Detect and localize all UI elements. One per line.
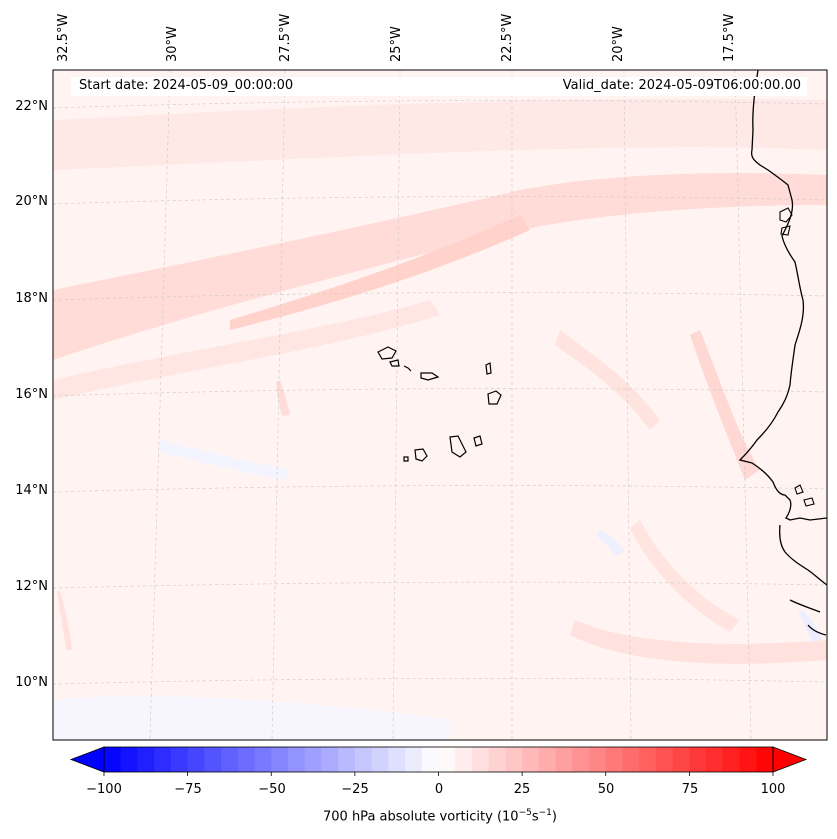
colorbar-segment (204, 747, 222, 772)
lon-label-20w: 20°W (611, 26, 626, 62)
lon-label-30w: 30°W (165, 26, 180, 62)
colorbar-segment (538, 747, 557, 772)
colorbar-segment (622, 747, 640, 772)
colorbar-max-extension (772, 746, 808, 773)
lat-label-10n: 10°N (15, 675, 48, 690)
colorbar-segment (639, 747, 657, 772)
colorbar-segment (154, 747, 172, 772)
lat-label-14n: 14°N (15, 483, 48, 498)
map-frame (52, 69, 828, 741)
colorbar-segment (170, 747, 189, 772)
lon-label-17-5w: 17.5°W (722, 13, 737, 62)
cape-verde-islands (377, 346, 502, 462)
colorbar-segment (338, 747, 356, 772)
lon-label-22-5w: 22.5°W (500, 13, 515, 62)
colorbar-segment (221, 747, 239, 772)
colorbar-segment (756, 747, 774, 772)
colorbar-segment (438, 747, 456, 772)
colorbar-segment (488, 747, 506, 772)
lat-label-20n: 20°N (15, 194, 48, 209)
valid-date-label: Valid_date: 2024-05-09T06:00:00.00 (562, 78, 801, 93)
africa-coastline (738, 70, 827, 521)
colorbar-tick-label: 75 (681, 782, 699, 797)
lon-label-25w: 25°W (389, 26, 404, 62)
colorbar-segment (405, 747, 423, 772)
colorbar-segment (271, 747, 289, 772)
colorbar-segment (254, 747, 272, 772)
map-panel (53, 70, 827, 740)
colorbar-segment (522, 747, 540, 772)
colorbar-label: 700 hPa absolute vorticity (10−5s−1) (323, 808, 557, 825)
africa-coastline-south (779, 524, 827, 636)
colorbar-segment (304, 747, 322, 772)
colorbar-segment (237, 747, 256, 772)
colorbar-tick-label: −25 (341, 782, 369, 797)
colorbar-segment (722, 747, 741, 772)
vorticity-field (53, 70, 827, 740)
colorbar-tick-label: 100 (760, 782, 786, 797)
colorbar-tick-label: 25 (513, 782, 531, 797)
colorbar-segment (354, 747, 373, 772)
colorbar-segment (605, 747, 623, 772)
colorbar-segment (589, 747, 607, 772)
colorbar-segment (388, 747, 406, 772)
colorbar (69, 746, 808, 776)
colorbar-segment (555, 747, 573, 772)
colorbar-segment (672, 747, 690, 772)
colorbar-segment (655, 747, 674, 772)
colorbar-segment (739, 747, 757, 772)
vorticity-contours (53, 99, 827, 740)
start-date-label: Start date: 2024-05-09_00:00:00 (79, 78, 294, 93)
colorbar-tick-label: −100 (86, 782, 122, 797)
colorbar-segment (689, 747, 707, 772)
colorbar-segment (321, 747, 339, 772)
colorbar-segment (120, 747, 138, 772)
lat-label-12n: 12°N (15, 579, 48, 594)
colorbar-segment (455, 747, 473, 772)
lon-label-32-5w: 32.5°W (56, 13, 71, 62)
colorbar-segment (287, 747, 306, 772)
lat-label-18n: 18°N (15, 291, 48, 306)
colorbar-min-extension (69, 746, 105, 773)
lat-label-16n: 16°N (15, 387, 48, 402)
colorbar-segment (706, 747, 724, 772)
colorbar-segment (104, 747, 122, 772)
colorbar-segment (505, 747, 523, 772)
colorbar-tick-label: −75 (174, 782, 202, 797)
lat-label-22n: 22°N (15, 99, 48, 114)
colorbar-segment (187, 747, 205, 772)
colorbar-segment (137, 747, 155, 772)
colorbar-segment (421, 747, 439, 772)
colorbar-segment (371, 747, 389, 772)
colorbar-tick-label: 0 (434, 782, 444, 797)
lon-label-27-5w: 27.5°W (278, 13, 293, 62)
gridlines (53, 70, 827, 740)
colorbar-segment (471, 747, 490, 772)
colorbar-tick-label: 50 (597, 782, 615, 797)
colorbar-tick-label: −50 (258, 782, 286, 797)
colorbar-segment (572, 747, 590, 772)
header-bar (71, 77, 807, 96)
